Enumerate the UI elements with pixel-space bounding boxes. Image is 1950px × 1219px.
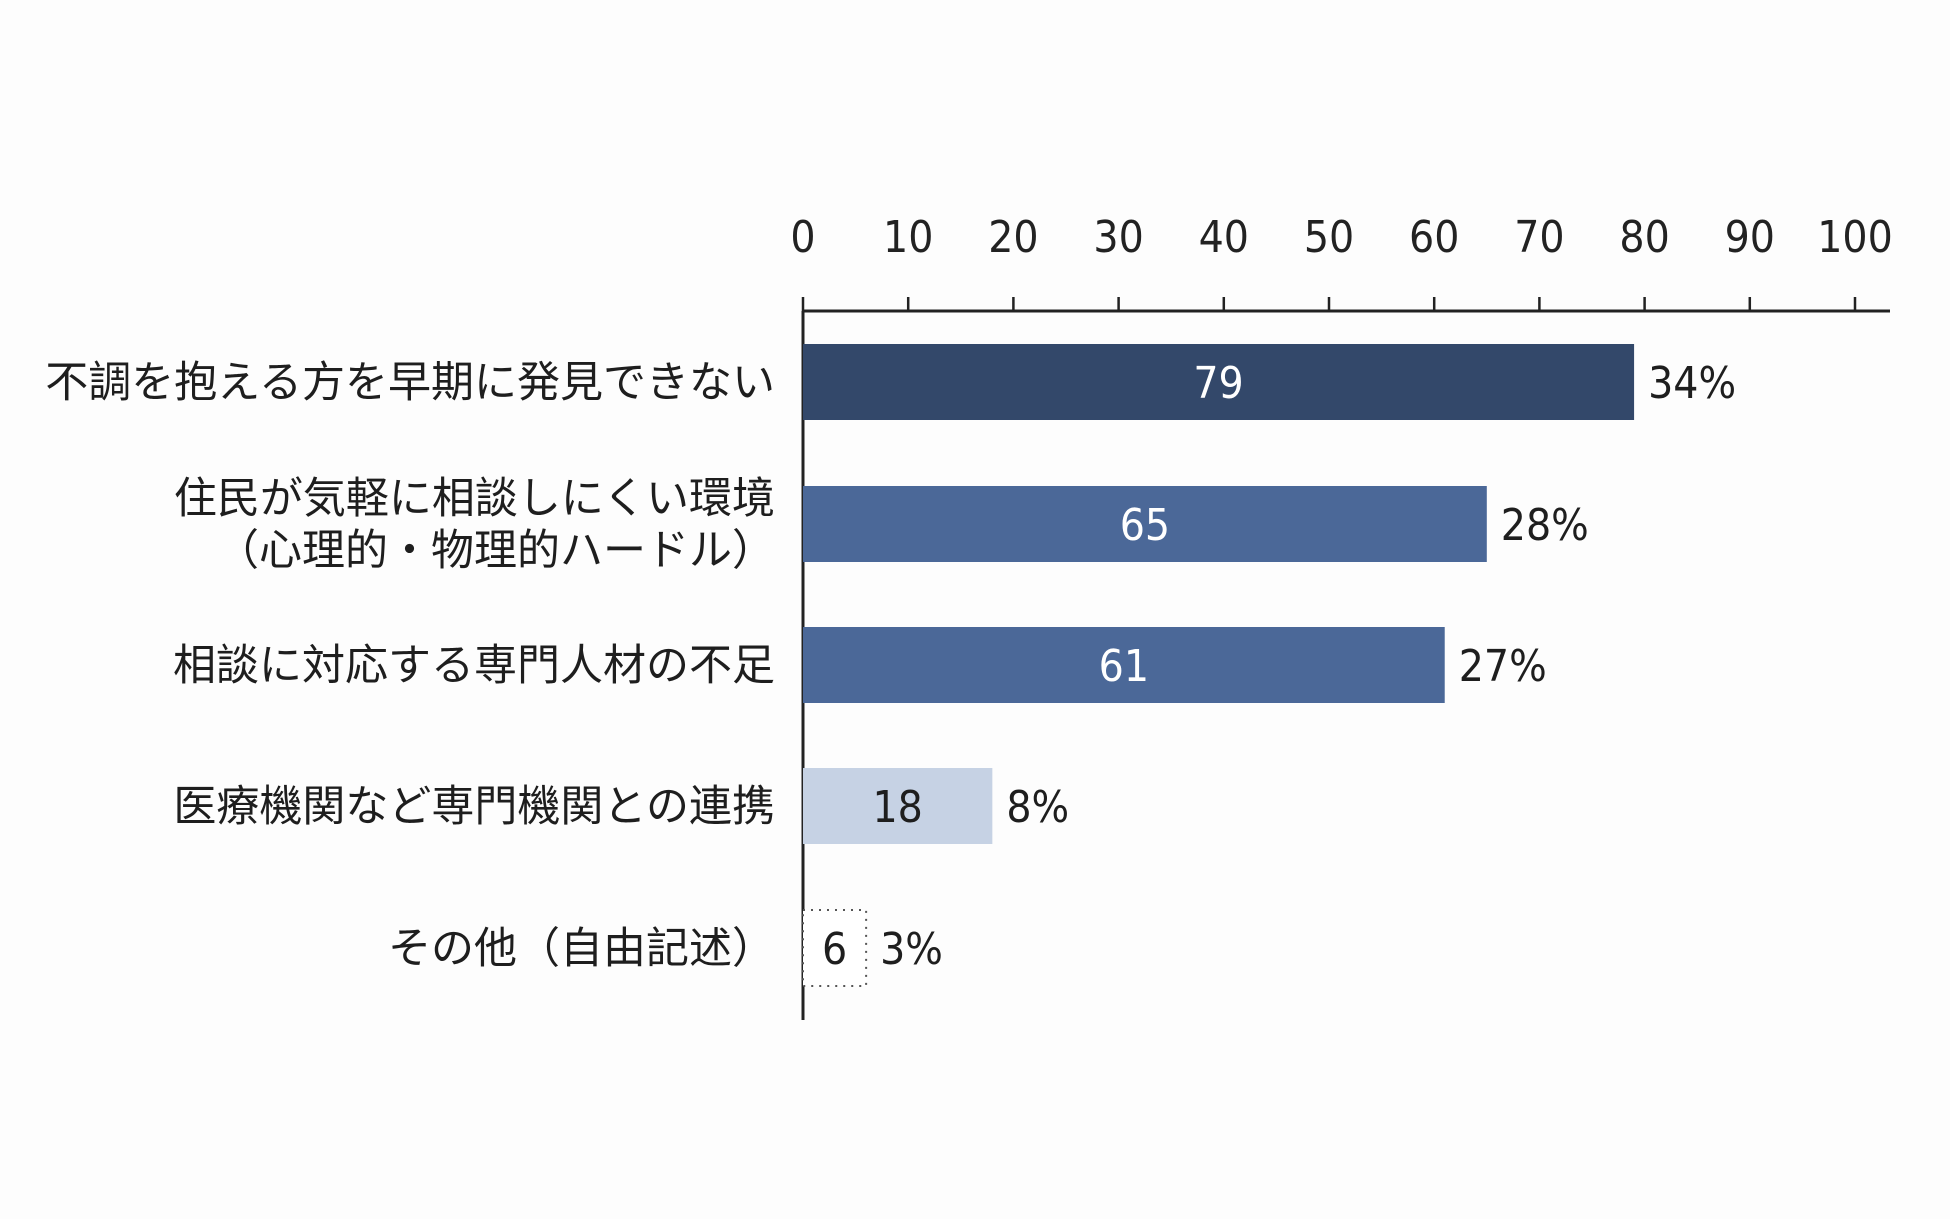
category-label: 不調を抱える方を早期に発見できない: [45, 358, 775, 408]
bar: [803, 627, 1445, 703]
category-label: （心理的・物理的ハードル）: [216, 526, 775, 576]
bar-percent-label: 34%: [1648, 358, 1736, 409]
x-tick-label: 50: [1304, 212, 1354, 263]
bar-value-label: 61: [1099, 641, 1149, 692]
x-tick-label: 40: [1199, 212, 1249, 263]
category-label: 住民が気軽に相談しにくい環境: [174, 474, 775, 524]
bar-percent-label: 8%: [1006, 782, 1069, 833]
bar-percent-label: 27%: [1459, 641, 1547, 692]
x-tick-label: 60: [1409, 212, 1459, 263]
x-tick-label: 30: [1093, 212, 1143, 263]
bar: [802, 909, 868, 987]
bar-value-label: 65: [1120, 500, 1170, 551]
x-tick-label: 80: [1619, 212, 1669, 263]
bar-value-label: 6: [822, 924, 847, 975]
x-tick-label: 10: [883, 212, 933, 263]
x-tick-label: 70: [1514, 212, 1564, 263]
bar-value-label: 79: [1193, 358, 1243, 409]
category-label: その他（自由記述）: [388, 924, 775, 974]
bar: [803, 486, 1487, 562]
x-tick-label: 20: [988, 212, 1038, 263]
bar: [803, 344, 1635, 420]
x-tick-label: 0: [790, 212, 815, 263]
category-label: 医療機関など専門機関との連携: [173, 782, 775, 832]
bar: [803, 768, 993, 844]
x-tick-label: 100: [1817, 212, 1893, 263]
bar-value-label: 18: [873, 782, 923, 833]
x-tick-label: 90: [1725, 212, 1775, 263]
bar-percent-label: 3%: [880, 924, 943, 975]
bar-percent-label: 28%: [1501, 500, 1589, 551]
category-label: 相談に対応する専門人材の不足: [173, 641, 775, 691]
